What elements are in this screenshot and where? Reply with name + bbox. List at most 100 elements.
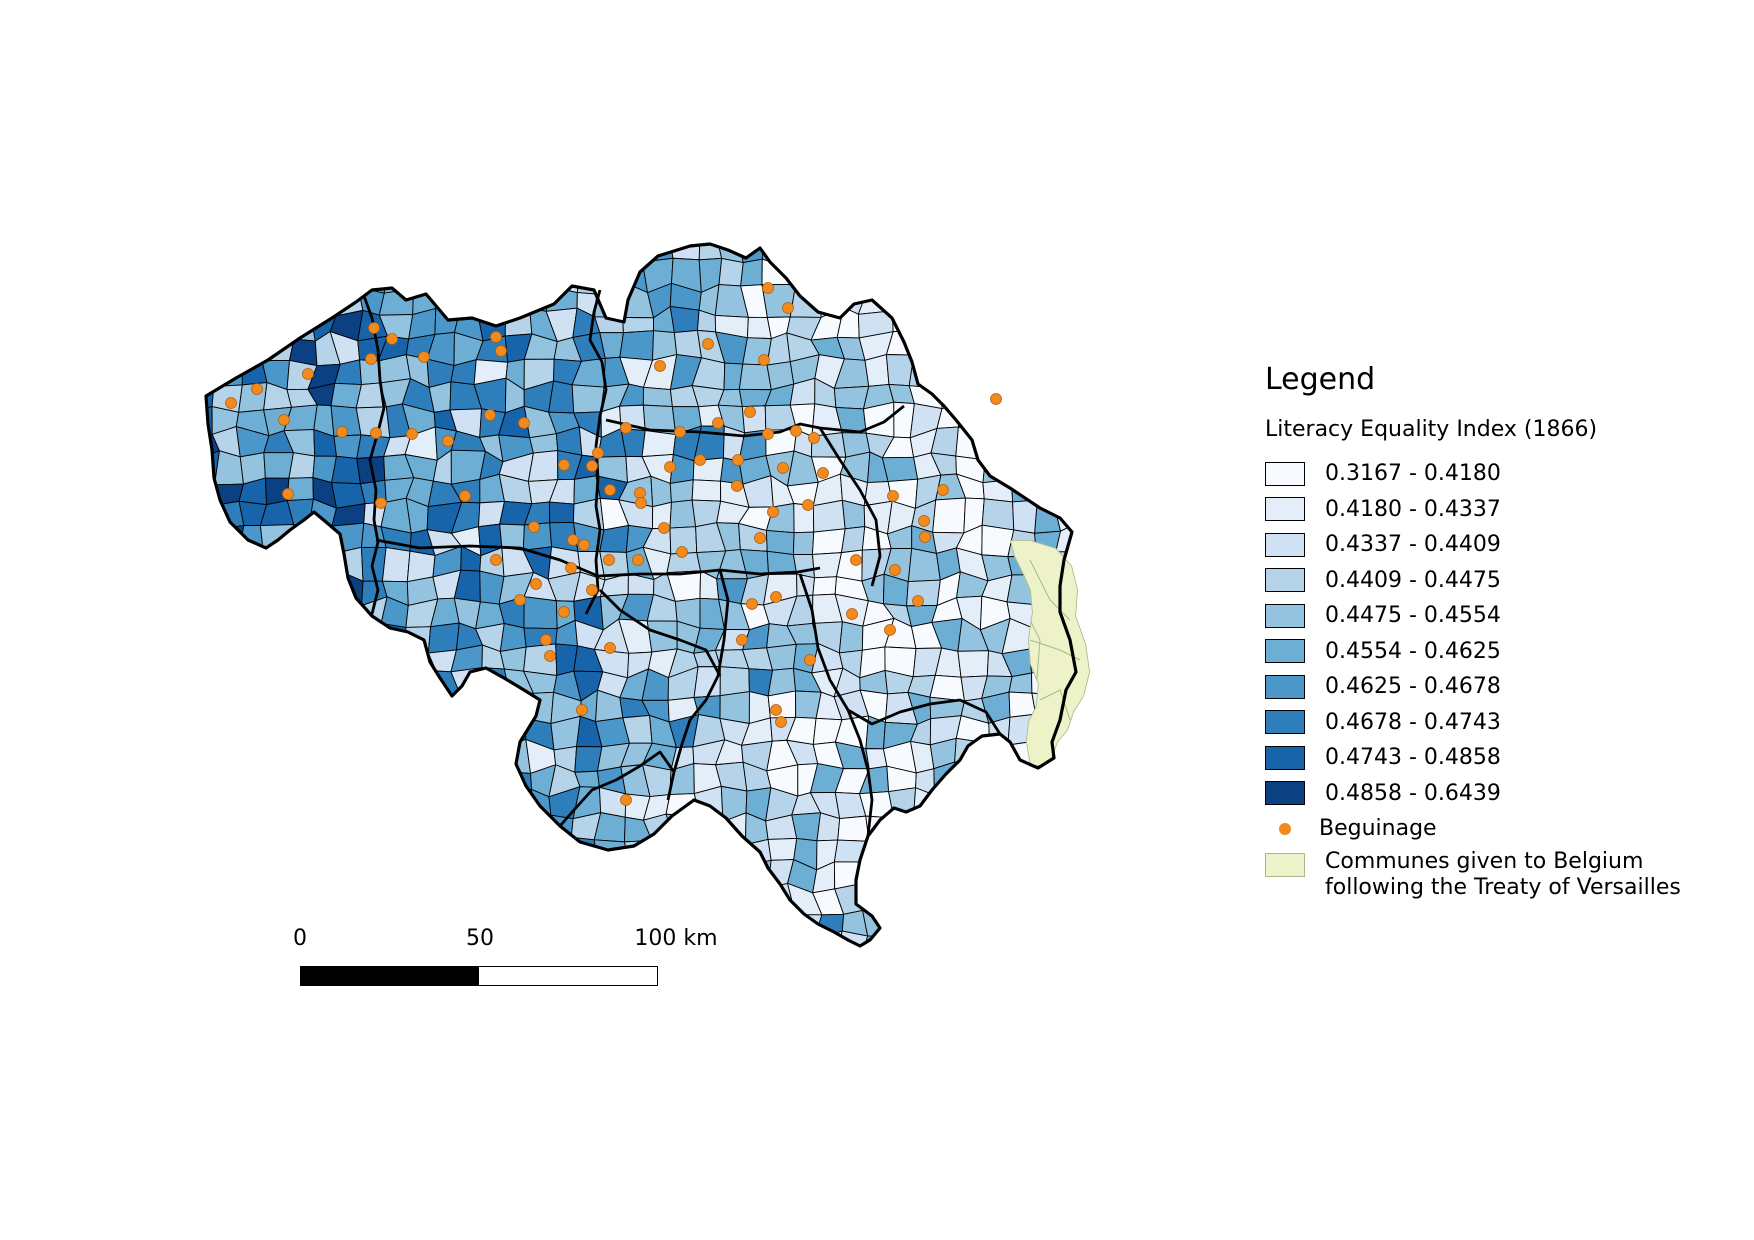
commune-polygon <box>933 791 962 821</box>
commune-polygon <box>257 627 285 653</box>
province-boundary <box>798 573 1002 735</box>
commune-polygon <box>908 244 937 246</box>
commune-polygon <box>167 308 196 339</box>
commune-polygon <box>1074 498 1076 528</box>
commune-polygon <box>1075 358 1076 385</box>
commune-polygon <box>523 885 554 919</box>
commune-polygon <box>523 596 558 630</box>
commune-polygon <box>1051 244 1076 263</box>
commune-polygon <box>378 885 413 913</box>
beguinage-marker <box>846 608 858 620</box>
commune-polygon <box>1003 886 1035 918</box>
beguinage-marker <box>558 459 570 471</box>
commune-polygon <box>1055 331 1076 360</box>
province-boundary <box>666 569 730 801</box>
commune-polygon <box>982 286 1014 314</box>
commune-polygon <box>910 262 935 294</box>
commune-polygon <box>979 955 1009 984</box>
commune-polygon <box>433 838 458 871</box>
commune-polygon <box>964 962 982 982</box>
commune-polygon <box>261 338 295 361</box>
commune-polygon <box>527 450 559 482</box>
commune-polygon <box>429 719 457 750</box>
commune-polygon <box>288 452 316 479</box>
beguinage-marker <box>912 595 924 607</box>
commune-polygon <box>257 569 292 605</box>
commune-polygon <box>237 666 266 699</box>
legend-label: 0.3167 - 0.4180 <box>1325 461 1501 487</box>
commune-polygon <box>1100 840 1131 868</box>
commune-polygon <box>163 574 192 601</box>
commune-polygon <box>234 647 266 678</box>
commune-polygon <box>1100 499 1127 527</box>
commune-polygon <box>983 310 1013 341</box>
commune-polygon <box>460 244 482 262</box>
commune-polygon <box>738 363 772 391</box>
treaty-commune-line <box>1039 689 1071 721</box>
commune-polygon <box>983 857 1009 891</box>
commune-polygon <box>499 646 527 672</box>
commune-polygon <box>380 641 412 676</box>
commune-polygon <box>1099 554 1128 579</box>
commune-polygon <box>601 222 628 244</box>
commune-polygon <box>206 740 223 772</box>
commune-polygon <box>596 258 625 295</box>
commune-polygon <box>1079 841 1100 868</box>
treaty-commune-line <box>1029 559 1071 621</box>
commune-polygon <box>450 260 482 292</box>
commune-polygon <box>717 885 749 919</box>
commune-polygon <box>386 763 410 795</box>
commune-polygon <box>241 330 269 365</box>
commune-polygon <box>288 258 317 294</box>
commune-polygon <box>291 213 317 242</box>
commune-polygon <box>765 529 795 556</box>
commune-polygon <box>206 354 215 388</box>
commune-polygon <box>1031 766 1057 798</box>
commune-polygon <box>1052 810 1076 842</box>
legend-swatch <box>1265 568 1305 593</box>
commune-polygon <box>355 858 390 887</box>
commune-polygon <box>378 210 408 238</box>
commune-polygon <box>402 785 433 816</box>
commune-polygon <box>402 696 436 727</box>
beguinage-marker <box>518 417 530 429</box>
commune-polygon <box>282 595 310 630</box>
commune-polygon <box>167 794 192 813</box>
beguinage-marker <box>658 522 670 534</box>
commune-polygon <box>940 355 967 389</box>
commune-polygon <box>954 889 985 918</box>
commune-polygon <box>933 882 959 918</box>
commune-polygon <box>260 891 293 915</box>
commune-polygon <box>167 812 195 838</box>
beguinage-marker <box>365 353 377 365</box>
commune-polygon <box>717 866 742 892</box>
beguinage-marker <box>540 634 552 646</box>
commune-polygon <box>1083 458 1105 478</box>
commune-polygon <box>1073 286 1076 315</box>
commune-polygon <box>934 913 965 942</box>
commune-polygon <box>479 210 499 243</box>
commune-polygon <box>308 786 339 821</box>
beguinage-marker <box>746 598 758 610</box>
commune-polygon <box>206 260 222 294</box>
commune-polygon <box>1100 811 1127 842</box>
legend-label: 0.4180 - 0.4337 <box>1325 496 1501 522</box>
commune-polygon <box>331 739 366 771</box>
commune-polygon <box>402 713 438 750</box>
commune-polygon <box>315 244 339 270</box>
commune-polygon <box>456 887 480 914</box>
commune-polygon <box>580 244 604 263</box>
commune-polygon <box>236 814 269 846</box>
commune-polygon <box>954 262 984 294</box>
commune-polygon <box>260 789 293 822</box>
beguinage-marker <box>370 427 382 439</box>
commune-polygon <box>214 931 244 946</box>
commune-polygon <box>261 913 293 940</box>
commune-polygon <box>1101 674 1133 699</box>
legend-classes: 0.3167 - 0.4180 0.4180 - 0.4337 0.4337 - 0… <box>1265 456 1725 811</box>
beguinage-marker <box>278 414 290 426</box>
commune-polygon <box>193 219 220 242</box>
commune-polygon <box>1027 885 1053 918</box>
province-boundary <box>362 295 386 615</box>
commune-polygon <box>737 930 771 946</box>
